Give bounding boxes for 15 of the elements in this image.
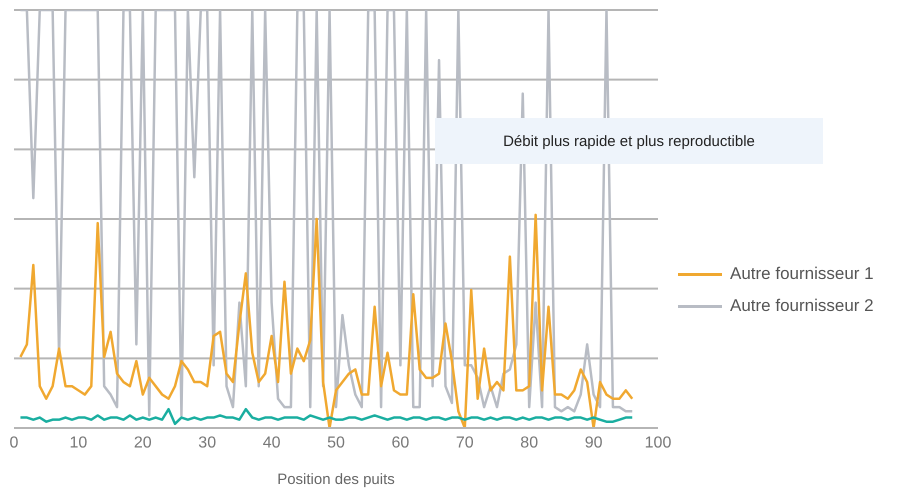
x-tick-label: 80	[520, 434, 538, 452]
x-tick-label: 60	[392, 434, 410, 452]
x-tick-label: 100	[644, 434, 672, 452]
x-tick-label: 70	[456, 434, 474, 452]
x-tick-label: 30	[198, 434, 216, 452]
x-tick-label: 50	[327, 434, 345, 452]
legend-label: Autre fournisseur 1	[730, 264, 874, 284]
x-tick-label: 40	[262, 434, 281, 452]
legend-label: Autre fournisseur 2	[730, 296, 874, 316]
x-axis-title: Position des puits	[277, 471, 395, 488]
note-box: Débit plus rapide et plus reproductible	[435, 118, 823, 164]
x-tick-label: 20	[134, 434, 152, 452]
x-tick-label: 10	[70, 434, 88, 452]
x-tick-label: 0	[10, 434, 19, 452]
x-tick-label: 90	[584, 434, 603, 452]
